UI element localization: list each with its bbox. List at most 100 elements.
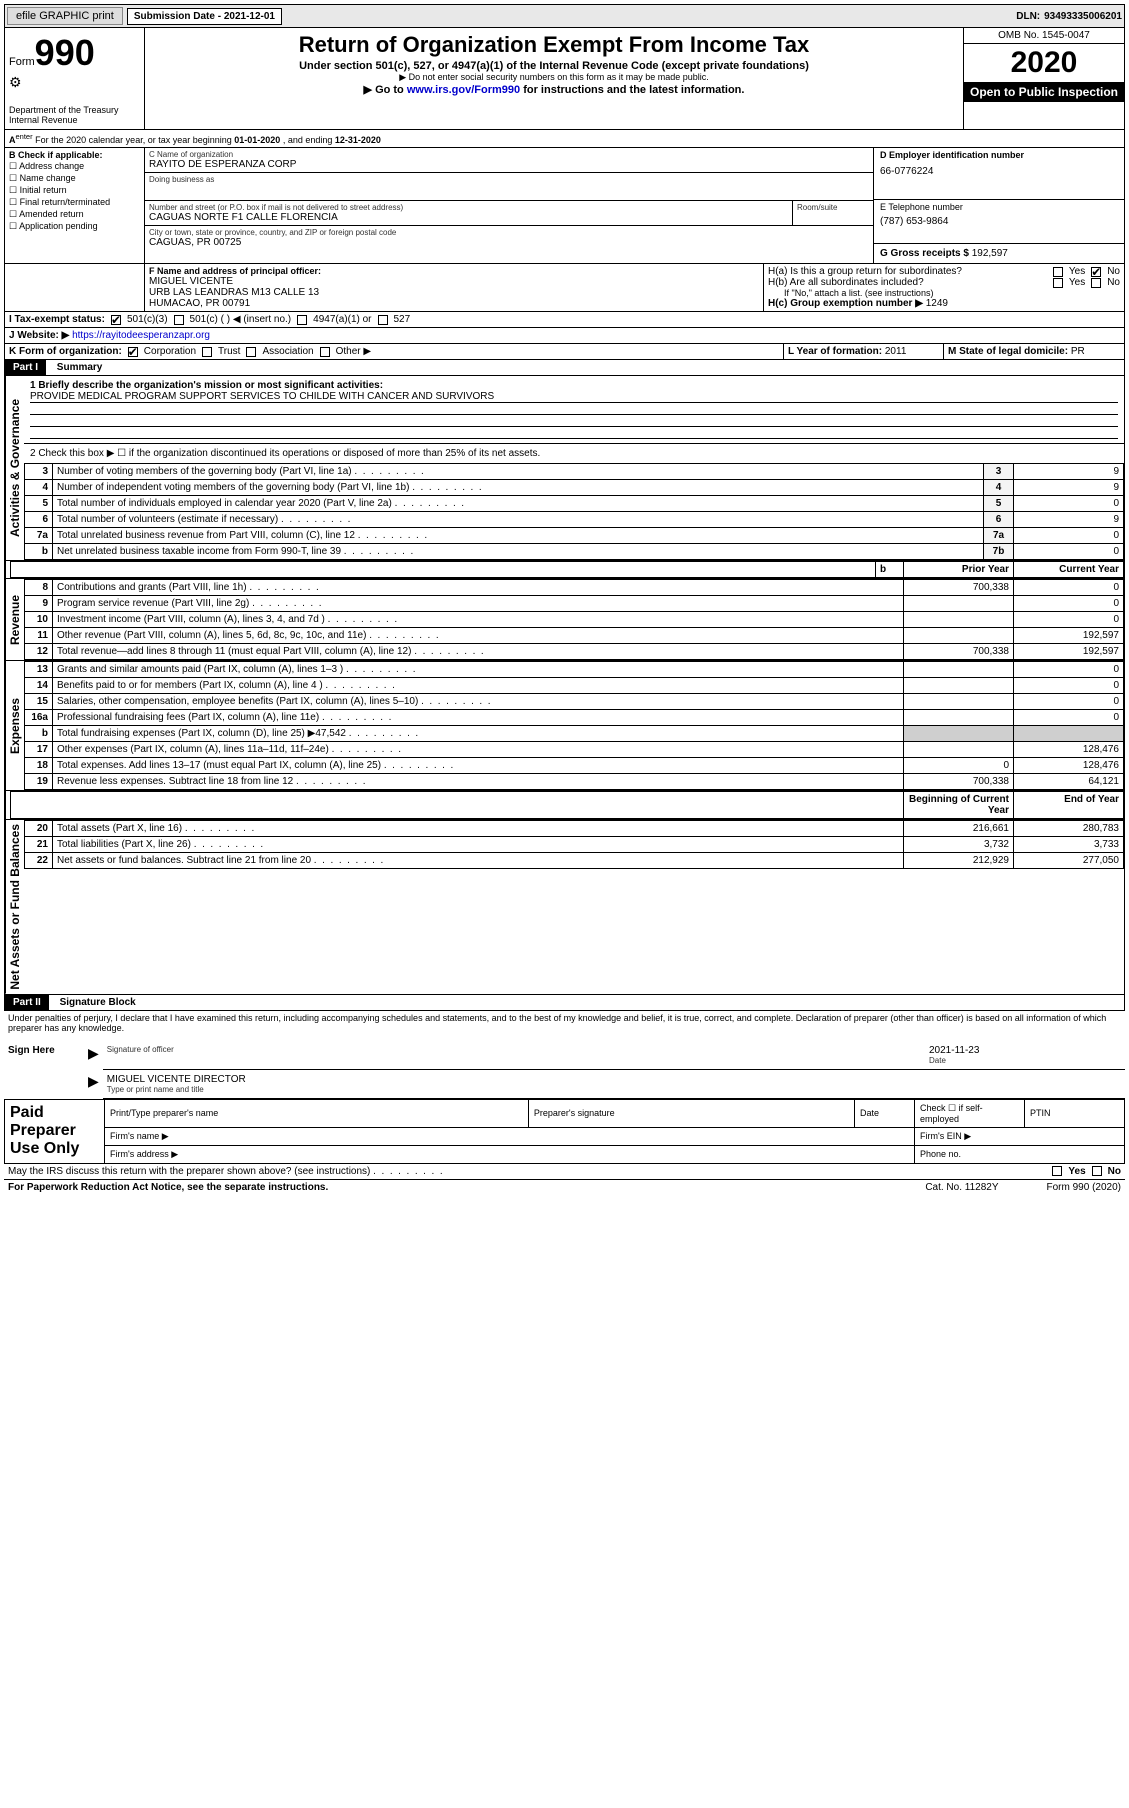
table-row: 6Total number of volunteers (estimate if… xyxy=(25,512,1124,528)
line-a-pre: For the 2020 calendar year, or tax year … xyxy=(35,135,234,145)
omb-number: OMB No. 1545-0047 xyxy=(964,28,1124,44)
table-row: 11Other revenue (Part VIII, column (A), … xyxy=(25,628,1124,644)
form-subtitle: Under section 501(c), 527, or 4947(a)(1)… xyxy=(153,60,955,72)
dln-value: 93493335006201 xyxy=(1044,11,1122,22)
table-row: 10Investment income (Part VIII, column (… xyxy=(25,612,1124,628)
form-title: Return of Organization Exempt From Incom… xyxy=(153,32,955,58)
table-row: 15Salaries, other compensation, employee… xyxy=(25,694,1124,710)
cb-other[interactable] xyxy=(320,347,330,357)
cb-application-pending[interactable]: ☐ Application pending xyxy=(9,221,140,232)
side-expenses: Expenses xyxy=(5,661,24,790)
sig-officer-label: Signature of officer xyxy=(107,1045,921,1054)
table-row: 4Number of independent voting members of… xyxy=(25,480,1124,496)
cb-501c3[interactable] xyxy=(111,315,121,325)
cb-527[interactable] xyxy=(378,315,388,325)
cb-trust[interactable] xyxy=(202,347,212,357)
mission-text: PROVIDE MEDICAL PROGRAM SUPPORT SERVICES… xyxy=(30,391,1118,403)
top-toolbar: efile GRAPHIC print Submission Date - 20… xyxy=(4,4,1125,28)
cb-4947[interactable] xyxy=(297,315,307,325)
i-label: I Tax-exempt status: xyxy=(9,314,105,325)
self-employed-check[interactable]: Check ☐ if self-employed xyxy=(915,1099,1025,1127)
sign-here-label: Sign Here xyxy=(4,1041,84,1099)
irs-discuss-row: May the IRS discuss this return with the… xyxy=(4,1164,1125,1180)
form-header: Form990 ⚙ Department of the Treasury Int… xyxy=(4,28,1125,130)
tax-year-begin: 01-01-2020 xyxy=(234,135,280,145)
hb-label: H(b) Are all subordinates included? xyxy=(768,277,1047,288)
cb-assoc[interactable] xyxy=(246,347,256,357)
table-row: 5Total number of individuals employed in… xyxy=(25,496,1124,512)
officer-addr2: HUMACAO, PR 00791 xyxy=(149,298,759,309)
table-row: 18Total expenses. Add lines 13–17 (must … xyxy=(25,758,1124,774)
perjury-declaration: Under penalties of perjury, I declare th… xyxy=(4,1011,1125,1035)
ha-no-checkbox[interactable] xyxy=(1091,267,1101,277)
line-a: Aenter For the 2020 calendar year, or ta… xyxy=(4,130,1125,148)
hc-value: 1249 xyxy=(926,298,948,309)
efile-print-button[interactable]: efile GRAPHIC print xyxy=(7,7,123,25)
irs-yes-checkbox[interactable] xyxy=(1052,1166,1062,1176)
header-right: OMB No. 1545-0047 2020 Open to Public In… xyxy=(964,28,1124,129)
h-block: H(a) Is this a group return for subordin… xyxy=(764,264,1124,311)
irs-discuss-label: May the IRS discuss this return with the… xyxy=(8,1166,1046,1177)
preparer-name-hdr: Print/Type preparer's name xyxy=(105,1099,529,1127)
sign-here-table: Sign Here ▶ Signature of officer 2021-11… xyxy=(4,1041,1125,1099)
paid-preparer-table: Paid Preparer Use Only Print/Type prepar… xyxy=(4,1099,1125,1164)
open-public-box: Open to Public Inspection xyxy=(964,83,1124,102)
ha-yes-checkbox[interactable] xyxy=(1053,267,1063,277)
governance-table: 3Number of voting members of the governi… xyxy=(24,463,1124,560)
table-row: 13Grants and similar amounts paid (Part … xyxy=(25,662,1124,678)
end-year-hdr: End of Year xyxy=(1064,794,1119,805)
prior-year-hdr: Prior Year xyxy=(962,564,1009,575)
table-row: 7aTotal unrelated business revenue from … xyxy=(25,528,1124,544)
firm-phone-label: Phone no. xyxy=(915,1145,1125,1163)
irs-no-checkbox[interactable] xyxy=(1092,1166,1102,1176)
addr-label: Number and street (or P.O. box if mail i… xyxy=(149,203,788,212)
firm-addr-label: Firm's address ▶ xyxy=(105,1145,915,1163)
c-label: C Name of organization xyxy=(149,150,869,159)
firm-name-label: Firm's name ▶ xyxy=(105,1127,915,1145)
cb-corp[interactable] xyxy=(128,347,138,357)
cb-final-return[interactable]: ☐ Final return/terminated xyxy=(9,197,140,208)
paperwork-notice: For Paperwork Reduction Act Notice, see … xyxy=(8,1182,921,1193)
tax-year-end: 12-31-2020 xyxy=(335,135,381,145)
cb-name-change[interactable]: ☐ Name change xyxy=(9,173,140,184)
hb-yes-checkbox[interactable] xyxy=(1053,278,1063,288)
part2-header: Part II Signature Block xyxy=(4,995,1125,1011)
l-label: L Year of formation: xyxy=(788,346,885,357)
city-label: City or town, state or province, country… xyxy=(149,228,869,237)
part1-title: Summary xyxy=(57,362,103,373)
k-label: K Form of organization: xyxy=(9,346,122,357)
section-b: B Check if applicable: ☐ Address change … xyxy=(5,148,145,263)
cb-initial-return[interactable]: ☐ Initial return xyxy=(9,185,140,196)
hb-no-checkbox[interactable] xyxy=(1091,278,1101,288)
cb-address-change[interactable]: ☐ Address change xyxy=(9,161,140,172)
form-number-block: Form990 ⚙ Department of the Treasury Int… xyxy=(5,28,145,129)
part1-body: Activities & Governance 1 Briefly descri… xyxy=(4,376,1125,561)
identity-block: B Check if applicable: ☐ Address change … xyxy=(4,148,1125,264)
form990-link[interactable]: www.irs.gov/Form990 xyxy=(407,84,520,96)
headers-table: bPrior YearCurrent Year xyxy=(10,561,1124,578)
preparer-date-hdr: Date xyxy=(855,1099,915,1127)
section-b-heading: B Check if applicable: xyxy=(9,150,103,160)
side-netassets: Net Assets or Fund Balances xyxy=(5,820,24,994)
table-row: 9Program service revenue (Part VIII, lin… xyxy=(25,596,1124,612)
table-row: 19Revenue less expenses. Subtract line 1… xyxy=(25,774,1124,790)
f-label: F Name and address of principal officer: xyxy=(149,266,321,276)
dba-label: Doing business as xyxy=(149,175,869,184)
ha-label: H(a) Is this a group return for subordin… xyxy=(768,266,1047,277)
side-governance: Activities & Governance xyxy=(5,376,24,560)
room-label: Room/suite xyxy=(797,203,869,212)
i-block: I Tax-exempt status: 501(c)(3) 501(c) ( … xyxy=(4,312,1125,328)
form-footer: Form 990 (2020) xyxy=(1047,1182,1121,1193)
table-row: 20Total assets (Part X, line 16)216,6612… xyxy=(25,821,1124,837)
website-link[interactable]: https://rayitodeesperanzapr.org xyxy=(72,330,210,341)
begin-year-hdr: Beginning of Current Year xyxy=(909,794,1009,816)
revenue-table: 8Contributions and grants (Part VIII, li… xyxy=(24,579,1124,660)
cb-501c[interactable] xyxy=(174,315,184,325)
section-d-e-g: D Employer identification number 66-0776… xyxy=(874,148,1124,263)
cb-amended[interactable]: ☐ Amended return xyxy=(9,209,140,220)
paid-preparer-label: Paid Preparer Use Only xyxy=(5,1099,105,1163)
table-row: 17Other expenses (Part IX, column (A), l… xyxy=(25,742,1124,758)
submission-date-box: Submission Date - 2021-12-01 xyxy=(127,8,282,25)
expenses-table: 13Grants and similar amounts paid (Part … xyxy=(24,661,1124,790)
j-block: J Website: ▶ https://rayitodeesperanzapr… xyxy=(4,328,1125,344)
